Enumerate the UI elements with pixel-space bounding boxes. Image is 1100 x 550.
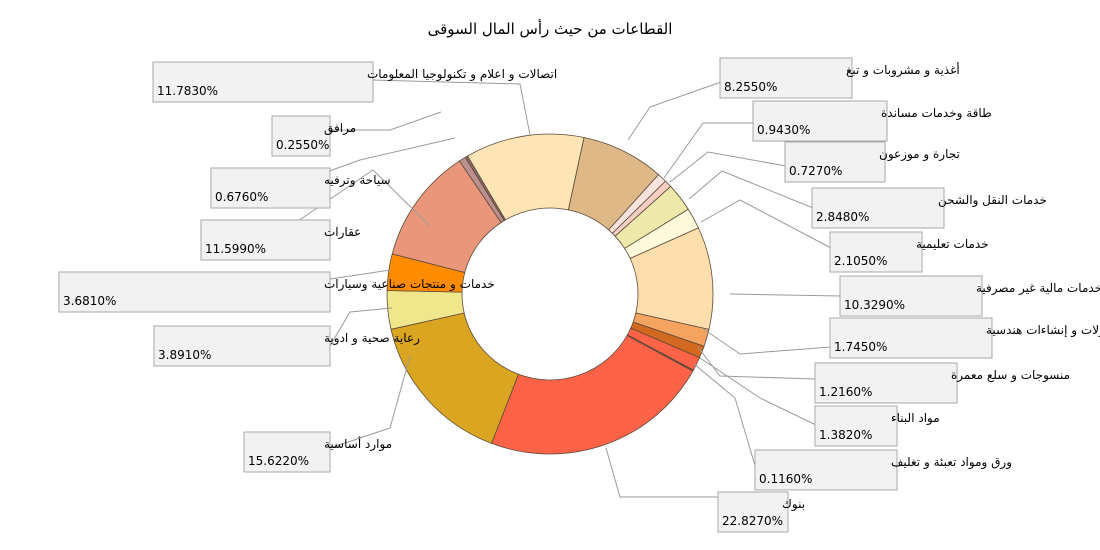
label-value: 2.8480% xyxy=(816,210,869,224)
label-box xyxy=(814,362,958,404)
leader-line-8 xyxy=(699,357,817,426)
leader-line-17 xyxy=(372,79,531,136)
label-name: خدمات النقل والشحن xyxy=(938,193,1047,208)
label-value: 0.1160% xyxy=(759,472,812,486)
data-label-2: تجارة و موزعون 0.7270% xyxy=(784,141,960,183)
leader-line-1 xyxy=(663,122,754,179)
slice-labels: أغذية و مشروبات و تبغ 8.2550% طاقة وخدمات … xyxy=(58,57,1100,533)
data-label-17: اتصالات و اعلام و تكنولوجيا المعلومات 11.… xyxy=(152,61,557,103)
leader-line-2 xyxy=(669,151,787,183)
label-box xyxy=(717,491,789,533)
data-label-3: خدمات النقل والشحن 2.8480% xyxy=(811,187,1047,229)
label-name: اتصالات و اعلام و تكنولوجيا المعلومات xyxy=(367,67,557,82)
label-name: تجارة و موزعون xyxy=(879,147,960,162)
data-label-11: موارد أساسية 15.6220% xyxy=(243,431,392,473)
data-label-4: خدمات تعليمية 2.1050% xyxy=(829,231,989,273)
label-name: خدمات مالية غير مصرفية xyxy=(976,281,1100,296)
label-box xyxy=(200,219,331,261)
label-box xyxy=(829,231,923,273)
label-value: 11.7830% xyxy=(157,84,218,98)
label-box xyxy=(719,57,853,99)
label-value: 8.2550% xyxy=(724,80,777,94)
data-label-6: مقاولات و إنشاءات هندسية 1.7450% xyxy=(829,317,1100,359)
label-name: مرافق xyxy=(324,121,356,136)
label-name: أغذية و مشروبات و تبغ xyxy=(846,62,960,78)
data-label-1: طاقة وخدمات مساندة 0.9430% xyxy=(752,100,992,142)
label-value: 11.5990% xyxy=(205,242,266,256)
label-value: 2.1050% xyxy=(834,254,887,268)
slice-17 xyxy=(466,133,585,221)
label-value: 3.6810% xyxy=(63,294,116,308)
label-box xyxy=(58,271,331,313)
leader-lines xyxy=(269,79,842,498)
donut-slices xyxy=(386,133,714,455)
label-name: مقاولات و إنشاءات هندسية xyxy=(986,323,1100,338)
label-value: 0.6760% xyxy=(215,190,268,204)
chart-title: القطاعات من حيث رأس المال السوقى xyxy=(428,19,673,38)
leader-line-12 xyxy=(329,307,393,347)
data-label-15: سياحة وترفيه 0.6760% xyxy=(210,167,391,209)
data-label-0: أغذية و مشروبات و تبغ 8.2550% xyxy=(719,57,960,99)
label-name: سياحة وترفيه xyxy=(324,173,391,188)
leader-line-3 xyxy=(688,170,814,209)
label-value: 1.7450% xyxy=(834,340,887,354)
label-box xyxy=(153,325,331,367)
leader-line-10 xyxy=(605,447,719,498)
leader-line-11 xyxy=(329,355,411,449)
data-label-7: منسوجات و سلع معمرة 1.2160% xyxy=(814,362,1070,404)
label-name: خدمات و منتجات صناعية وسيارات xyxy=(324,277,495,292)
leader-line-7 xyxy=(697,346,817,380)
label-box xyxy=(210,167,331,209)
label-box xyxy=(243,431,331,473)
label-value: 1.3820% xyxy=(819,428,872,442)
label-value: 1.2160% xyxy=(819,385,872,399)
label-name: ورق ومواد تعبئة و تغليف xyxy=(891,455,1012,470)
label-value: 3.8910% xyxy=(158,348,211,362)
label-value: 0.7270% xyxy=(789,164,842,178)
leader-line-14 xyxy=(269,169,431,241)
leader-line-9 xyxy=(693,363,757,470)
data-label-8: مواد البناء 1.3820% xyxy=(814,405,940,447)
label-value: 0.9430% xyxy=(757,123,810,137)
label-name: طاقة وخدمات مساندة xyxy=(881,106,992,121)
leader-line-0 xyxy=(627,81,722,141)
data-label-16: مرافق 0.2550% xyxy=(271,115,356,157)
label-name: موارد أساسية xyxy=(324,436,392,452)
label-value: 10.3290% xyxy=(844,298,905,312)
label-value: 0.2550% xyxy=(276,138,329,152)
slice-10 xyxy=(491,334,694,455)
leader-line-5 xyxy=(729,293,842,297)
label-box xyxy=(811,187,945,229)
label-name: خدمات تعليمية xyxy=(916,237,989,251)
label-box xyxy=(152,61,374,103)
label-box xyxy=(839,275,983,317)
label-name: رعاية صحية و ادوية xyxy=(324,331,420,346)
data-label-5: خدمات مالية غير مصرفية 10.3290% xyxy=(839,275,1100,317)
label-box xyxy=(784,141,886,183)
label-box xyxy=(814,405,898,447)
data-label-9: ورق ومواد تعبئة و تغليف 0.1160% xyxy=(754,449,1012,491)
label-value: 15.6220% xyxy=(248,454,309,468)
label-value: 22.8270% xyxy=(722,514,783,528)
label-name: مواد البناء xyxy=(891,411,940,426)
data-label-13: خدمات و منتجات صناعية وسيارات 3.6810% xyxy=(58,271,495,313)
label-name: عقارات xyxy=(324,225,361,240)
leader-line-4 xyxy=(700,199,832,249)
leader-line-6 xyxy=(701,327,832,355)
label-box xyxy=(754,449,898,491)
label-box xyxy=(271,115,331,157)
data-label-12: رعاية صحية و ادوية 3.8910% xyxy=(153,325,420,367)
label-name: بنوك xyxy=(782,497,805,512)
label-box xyxy=(752,100,888,142)
data-label-10: بنوك 22.8270% xyxy=(717,491,805,533)
data-label-14: عقارات 11.5990% xyxy=(200,219,361,261)
label-box xyxy=(829,317,993,359)
label-name: منسوجات و سلع معمرة xyxy=(951,368,1070,383)
